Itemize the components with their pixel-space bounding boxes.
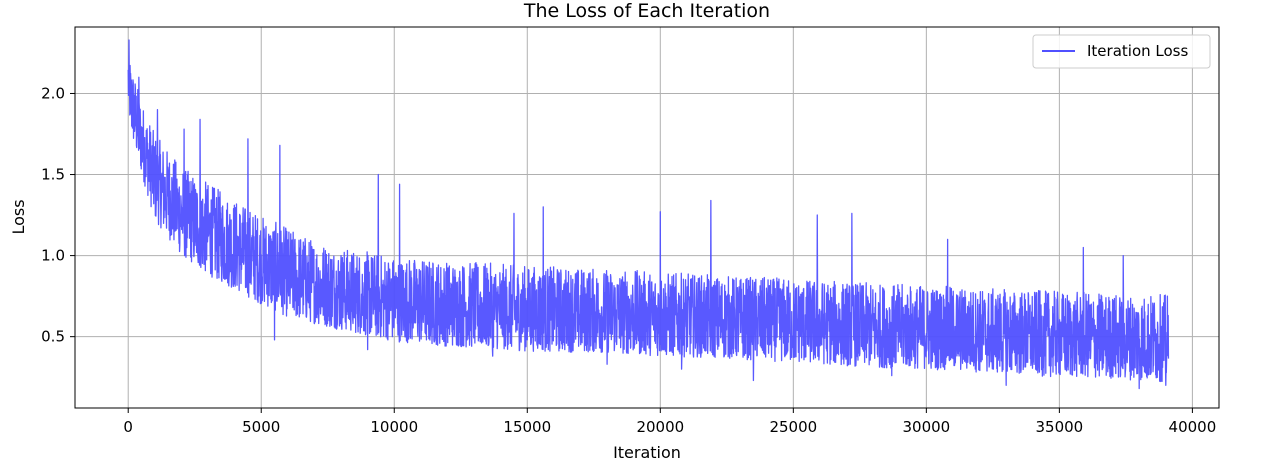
x-tick-label: 25000 bbox=[769, 418, 817, 436]
x-tick-label: 15000 bbox=[503, 418, 551, 436]
x-axis-label: Iteration bbox=[613, 443, 681, 462]
y-axis-ticks: 0.5 1.0 1.5 2.0 bbox=[41, 84, 75, 346]
y-tick-label: 2.0 bbox=[41, 84, 65, 102]
y-tick-label: 1.5 bbox=[41, 166, 65, 184]
x-tick-label: 0 bbox=[123, 418, 133, 436]
chart-title: The Loss of Each Iteration bbox=[523, 0, 770, 22]
plot-area bbox=[127, 39, 1170, 390]
x-tick-label: 40000 bbox=[1169, 418, 1217, 436]
legend-label: Iteration Loss bbox=[1087, 42, 1188, 60]
y-tick-label: 0.5 bbox=[41, 328, 65, 346]
series-line-iteration-loss bbox=[127, 39, 1170, 390]
legend-box bbox=[1032, 34, 1211, 69]
axes-frame bbox=[74, 26, 1220, 409]
legend: Iteration Loss bbox=[1032, 34, 1211, 69]
x-tick-label: 30000 bbox=[902, 418, 950, 436]
grid-lines bbox=[75, 27, 1219, 408]
x-tick-label: 5000 bbox=[242, 418, 280, 436]
y-axis-label: Loss bbox=[9, 199, 28, 234]
x-tick-label: 20000 bbox=[636, 418, 684, 436]
x-tick-label: 10000 bbox=[370, 418, 418, 436]
x-axis-ticks: 0 5000 10000 15000 20000 25000 30000 35000 40000 bbox=[123, 408, 1216, 436]
x-tick-label: 35000 bbox=[1036, 418, 1084, 436]
y-tick-label: 1.0 bbox=[41, 247, 65, 265]
